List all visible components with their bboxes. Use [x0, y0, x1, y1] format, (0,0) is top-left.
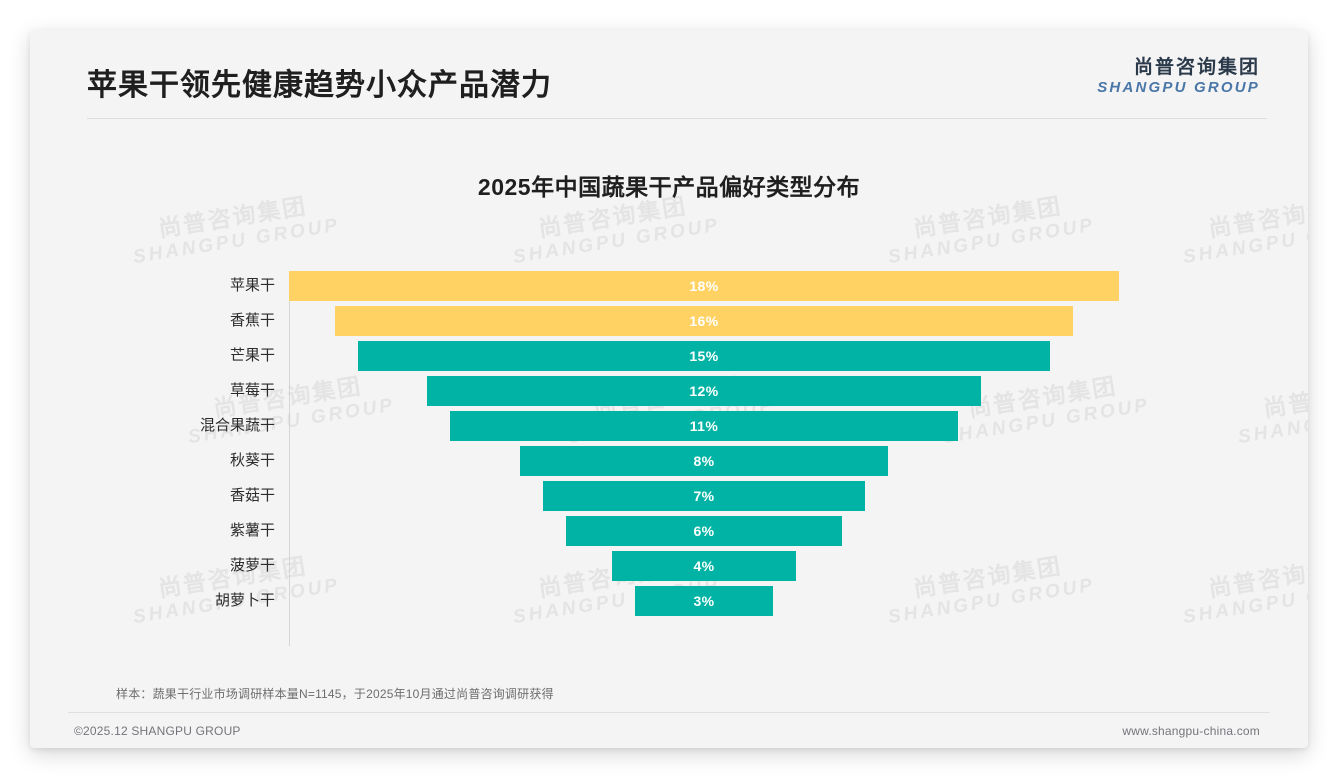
- chart-bars-container: 苹果干 18% 香蕉干 16% 芒果干 15% 草莓干 12% 混合果蔬干 11% 秋葵干 8% 香菇干…: [30, 268, 1308, 618]
- chart-bar-value: 4%: [693, 558, 715, 574]
- chart-bar[interactable]: 11%: [450, 411, 958, 441]
- page-title: 苹果干领先健康趋势小众产品潜力: [87, 69, 552, 102]
- chart-bar-row: 混合果蔬干 11%: [30, 408, 1308, 443]
- chart-bar-value: 7%: [693, 488, 715, 504]
- chart-footnote: 样本：蔬果干行业市场调研样本量N=1145，于2025年10月通过尚普咨询调研获…: [116, 687, 554, 701]
- footer-website[interactable]: www.shangpu-china.com: [1122, 724, 1260, 738]
- chart-bar-row: 芒果干 15%: [30, 338, 1308, 373]
- chart-bar-row: 菠萝干 4%: [30, 548, 1308, 583]
- chart-category-label: 香菇干: [229, 487, 275, 504]
- chart-category-label: 苹果干: [229, 277, 275, 294]
- chart-bar-row: 胡萝卜干 3%: [30, 583, 1308, 618]
- chart-bar-row: 秋葵干 8%: [30, 443, 1308, 478]
- chart-bar-value: 15%: [689, 348, 719, 364]
- chart-title: 2025年中国蔬果干产品偏好类型分布: [477, 174, 861, 200]
- footer-divider: [68, 712, 1270, 713]
- slide-card: 尚普咨询集团 SHANGPU GROUP 尚普咨询集团 SHANGPU GROUP 尚普…: [30, 30, 1308, 748]
- chart-bar[interactable]: 12%: [427, 376, 981, 406]
- brand-logo: 尚普咨询集团 SHANGPU GROUP: [1097, 57, 1260, 96]
- chart-bar-value: 8%: [693, 453, 715, 469]
- chart-category-label: 草莓干: [229, 382, 275, 399]
- chart-bar-row: 紫薯干 6%: [30, 513, 1308, 548]
- slide-header: 苹果干领先健康趋势小众产品潜力 尚普咨询集团 SHANGPU GROUP: [30, 30, 1308, 106]
- chart-bar[interactable]: 3%: [634, 586, 774, 616]
- slide-footer: ©2025.12 SHANGPU GROUP www.shangpu-china…: [30, 712, 1308, 748]
- chart-bar[interactable]: 15%: [358, 341, 1050, 371]
- chart-category-label: 菠萝干: [229, 557, 275, 574]
- chart-category-label: 秋葵干: [229, 452, 275, 469]
- chart-category-label: 紫薯干: [229, 522, 275, 539]
- chart-category-label: 胡萝卜干: [214, 592, 275, 609]
- chart-bar-value: 18%: [689, 278, 719, 294]
- chart-bar-row: 草莓干 12%: [30, 373, 1308, 408]
- chart-bar-row: 香蕉干 16%: [30, 303, 1308, 338]
- chart-plot-area: 苹果干 18% 香蕉干 16% 芒果干 15% 草莓干 12% 混合果蔬干 11% 秋葵干 8% 香菇干…: [30, 268, 1308, 658]
- chart-bar-value: 3%: [693, 593, 715, 609]
- brand-logo-en: SHANGPU GROUP: [1097, 78, 1260, 96]
- chart-category-label: 混合果蔬干: [199, 417, 275, 434]
- brand-logo-cn: 尚普咨询集团: [1133, 57, 1260, 78]
- chart-category-label: 香蕉干: [229, 312, 275, 329]
- chart-bar[interactable]: 16%: [335, 306, 1073, 336]
- chart-bar-value: 6%: [693, 523, 715, 539]
- chart-bar[interactable]: 7%: [542, 481, 866, 511]
- chart-bar-row: 苹果干 18%: [30, 268, 1308, 303]
- footer-copyright: ©2025.12 SHANGPU GROUP: [74, 724, 241, 738]
- chart-category-label: 芒果干: [229, 347, 275, 364]
- chart-bar[interactable]: 4%: [611, 551, 797, 581]
- chart-bar[interactable]: 18%: [289, 271, 1119, 301]
- chart-bar-value: 16%: [689, 313, 719, 329]
- header-divider: [87, 118, 1267, 119]
- chart-bar[interactable]: 6%: [565, 516, 843, 546]
- chart-axis-line: [289, 298, 290, 646]
- chart-bar-value: 12%: [689, 383, 719, 399]
- chart-bar-row: 香菇干 7%: [30, 478, 1308, 513]
- chart-bar[interactable]: 8%: [519, 446, 889, 476]
- chart-bar-value: 11%: [689, 418, 719, 434]
